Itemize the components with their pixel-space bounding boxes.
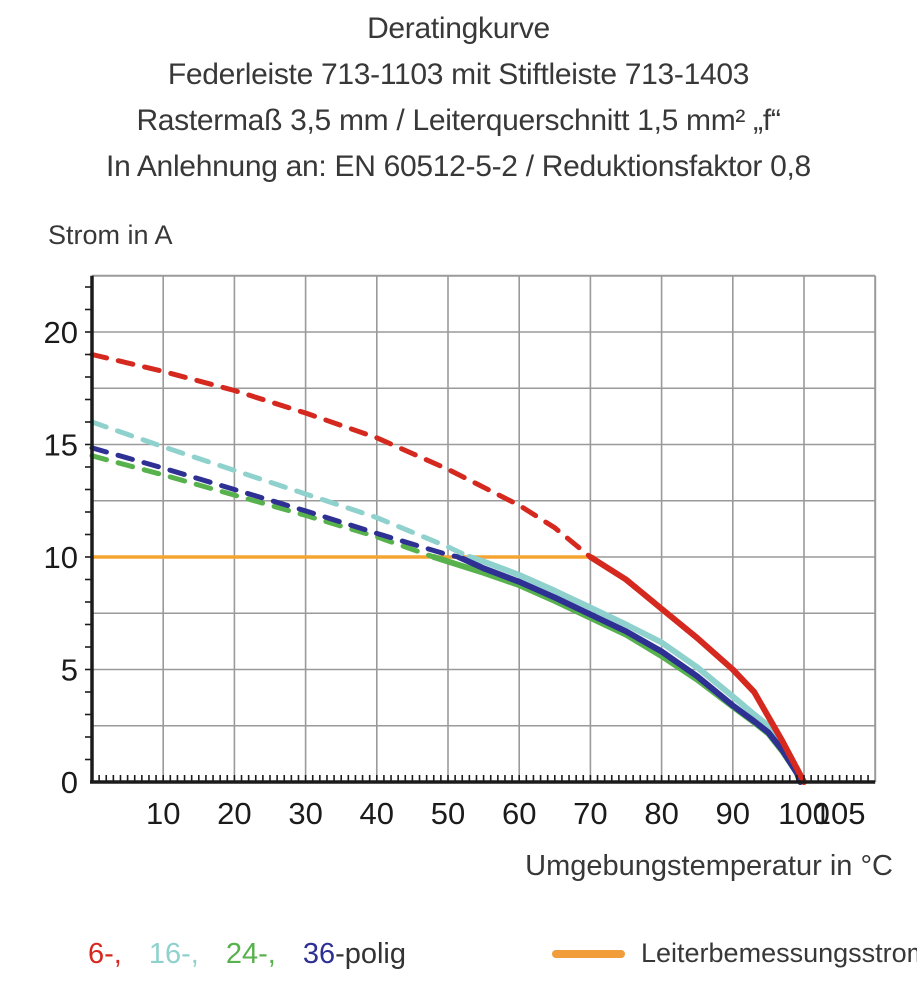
x-tick-label: 60 <box>502 796 536 831</box>
series-16-polig-rated <box>89 419 472 560</box>
x-tick-label: 70 <box>573 796 607 831</box>
x-tick-label: 100 <box>778 796 830 831</box>
legend-item: 6-, <box>88 938 122 970</box>
chart-subtitle-3: In Anlehnung an: EN 60512-5-2 / Reduktio… <box>106 150 811 183</box>
chart-subtitle-2: Rastermaß 3,5 mm / Leiterquerschnitt 1,5… <box>136 104 781 137</box>
legend-rated-current: Leiterbemessungsstrom <box>552 938 917 969</box>
y-tick-label: 15 <box>44 428 78 463</box>
rated-current-swatch <box>552 949 625 958</box>
series-36-polig-rated <box>89 445 462 560</box>
series-24-polig-rated <box>89 453 437 560</box>
legend-item: 16-, <box>148 938 199 970</box>
x-axis-title: Umgebungstemperatur in °C <box>525 850 893 882</box>
chart-subtitle-1: Federleiste 713-1103 mit Stiftleiste 713… <box>167 58 750 91</box>
x-tick-label: 90 <box>716 796 750 831</box>
x-tick-label: 80 <box>644 796 678 831</box>
y-tick-label: 5 <box>61 653 78 688</box>
legend-pole-counts: 6-, 16-, 24-, 36-polig <box>88 938 406 971</box>
y-tick-label: 20 <box>44 315 78 350</box>
y-tick-label: 0 <box>61 765 78 800</box>
legend-item: -polig <box>335 938 407 970</box>
chart-title: Deratingkurve <box>367 12 550 45</box>
x-tick-label: 30 <box>288 796 322 831</box>
rated-current-label: Leiterbemessungsstrom <box>641 938 917 968</box>
series-6-polig-rated <box>89 352 593 560</box>
x-tick-label: 50 <box>431 796 465 831</box>
y-axis-title: Strom in A <box>48 220 173 250</box>
x-tick-label: 40 <box>360 796 394 831</box>
legend-item: 24-, <box>225 938 276 970</box>
series-36-polig-derated <box>455 554 804 785</box>
series-6-polig-derated <box>587 554 807 785</box>
x-tick-label: 105 <box>814 796 866 831</box>
x-tick-label: 20 <box>217 796 251 831</box>
x-tick-label: 10 <box>146 796 180 831</box>
legend-item: 36 <box>302 938 336 970</box>
chart-title-block: Deratingkurve Federleiste 713-1103 mit S… <box>0 6 917 190</box>
y-tick-label: 10 <box>44 540 78 575</box>
